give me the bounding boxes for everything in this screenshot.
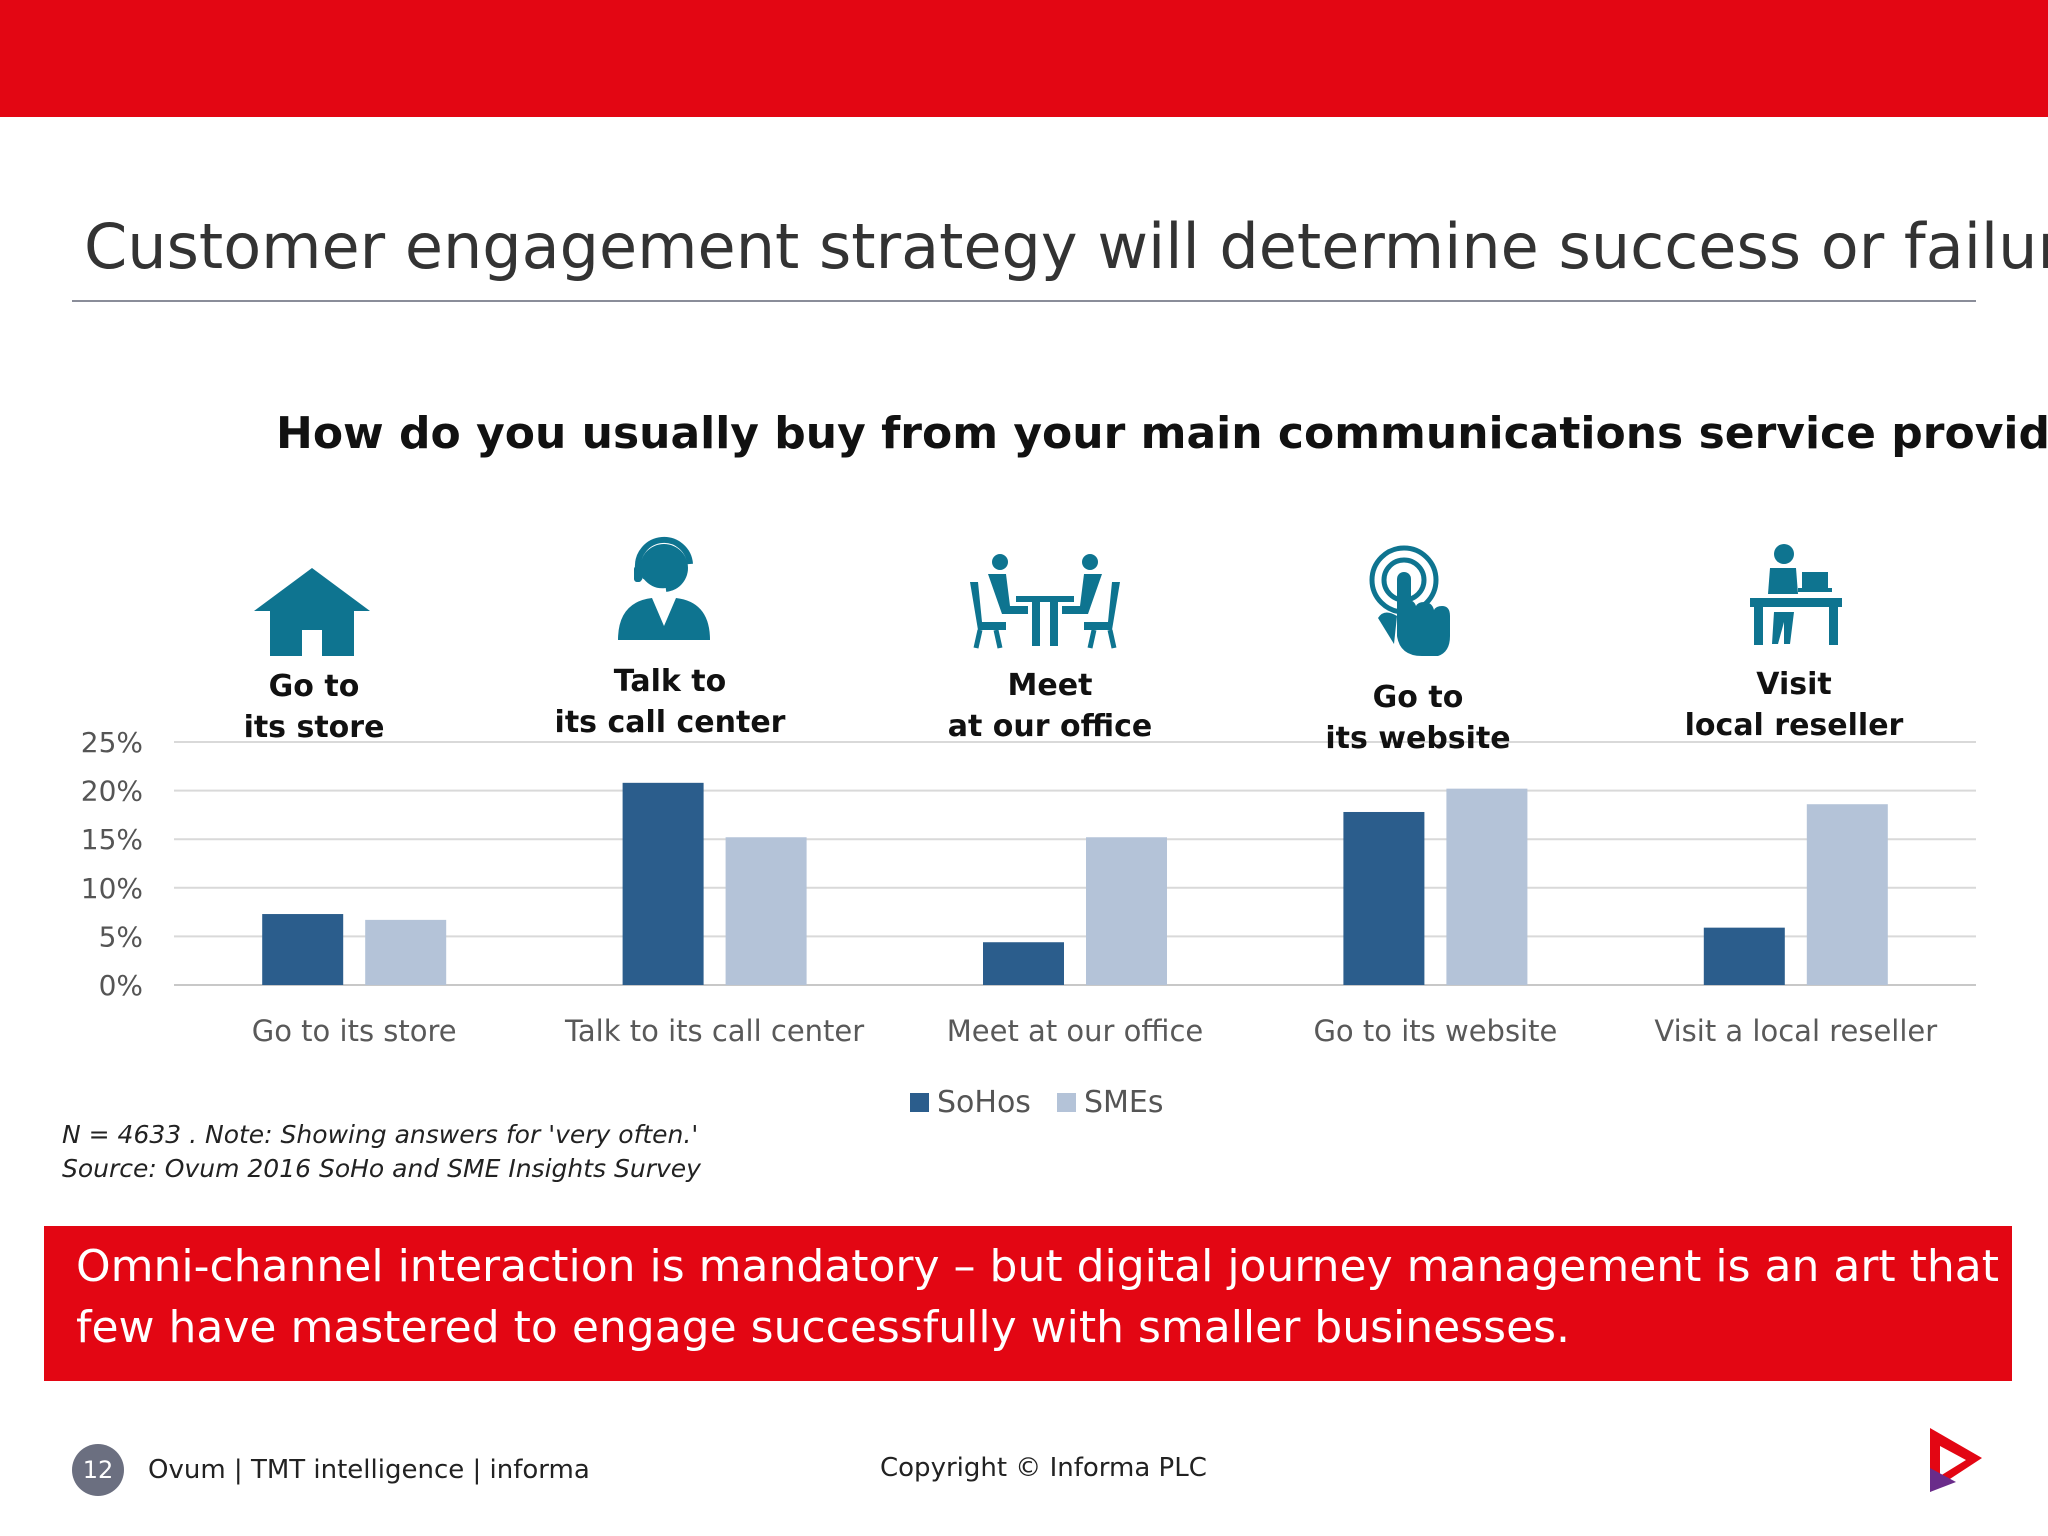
channel-caption-call-center: Talk to its call center [540, 661, 800, 743]
meeting-table-icon [970, 554, 1120, 649]
caption-line: Meet [1007, 668, 1093, 703]
legend-label: SoHos [937, 1085, 1031, 1120]
y-tick-label: 25% [81, 726, 143, 759]
bar-sohos [983, 942, 1064, 985]
caption-line: its website [1325, 721, 1511, 756]
caption-line: at our office [947, 709, 1153, 744]
x-category-label: Go to its website [1313, 1014, 1557, 1048]
bar-sohos [1703, 927, 1785, 985]
x-category-label: Go to its store [252, 1014, 457, 1048]
legend-label: SMEs [1083, 1085, 1164, 1120]
caption-line: its store [243, 710, 385, 745]
touch-click-icon [1369, 545, 1450, 656]
chart-legend: SoHos SMEs [910, 1085, 1189, 1120]
y-tick-label: 0% [99, 969, 143, 1002]
key-message-banner: Omni-channel interaction is mandatory – … [44, 1226, 2012, 1381]
y-tick-label: 20% [81, 775, 143, 808]
slide-title: Customer engagement strategy will determ… [84, 210, 2048, 283]
channel-caption-office: Meet at our office [920, 665, 1180, 747]
house-icon [254, 568, 370, 656]
channel-caption-store: Go to its store [184, 666, 444, 748]
footer-copyright: Copyright © Informa PLC [880, 1453, 1207, 1483]
bar-smes [1806, 804, 1888, 985]
bar-sohos [622, 782, 704, 985]
top-red-bar [0, 0, 2048, 117]
caption-line: Visit [1756, 667, 1832, 702]
chart-question: How do you usually buy from your main co… [276, 408, 2048, 459]
x-category-label: Talk to its call center [564, 1014, 864, 1048]
y-tick-label: 5% [99, 920, 143, 953]
x-category-label: Meet at our office [947, 1014, 1203, 1048]
bar-sohos [1343, 811, 1425, 985]
legend-swatch-sohos [910, 1093, 929, 1112]
banner-line: Omni-channel interaction is mandatory – … [76, 1241, 2000, 1292]
caption-line: Go to [1372, 680, 1464, 715]
legend-item-sohos: SoHos [910, 1085, 1031, 1120]
footer-brand: Ovum | TMT intelligence | informa [148, 1455, 590, 1485]
bar-sohos [262, 914, 344, 985]
bar-smes [725, 837, 807, 985]
channel-caption-website: Go to its website [1288, 677, 1548, 759]
channel-caption-reseller: Visit local reseller [1664, 664, 1924, 746]
bar-smes [365, 919, 447, 985]
desk-worker-icon [1750, 544, 1842, 645]
sample-note: N = 4633 . Note: Showing answers for 've… [62, 1120, 699, 1149]
informa-logo-icon [1930, 1428, 1982, 1492]
bar-smes [1086, 837, 1167, 985]
headset-agent-icon [618, 537, 710, 640]
y-tick-label: 15% [81, 823, 143, 856]
chart-notes: N = 4633 . Note: Showing answers for 've… [62, 1118, 701, 1186]
x-category-label: Visit a local reseller [1654, 1014, 1937, 1048]
y-tick-label: 10% [81, 872, 143, 905]
caption-line: Talk to [613, 664, 727, 699]
title-divider [72, 300, 1976, 302]
banner-line: few have mastered to engage successfully… [76, 1302, 1571, 1353]
caption-line: local reseller [1684, 708, 1904, 743]
legend-swatch-smes [1056, 1093, 1076, 1112]
legend-item-smes: SMEs [1056, 1085, 1164, 1120]
source-note: Source: Ovum 2016 SoHo and SME Insights … [62, 1154, 701, 1183]
bar-smes [1446, 788, 1528, 985]
caption-line: its call center [554, 705, 786, 740]
caption-line: Go to [268, 669, 360, 704]
page-number: 12 [72, 1444, 124, 1496]
